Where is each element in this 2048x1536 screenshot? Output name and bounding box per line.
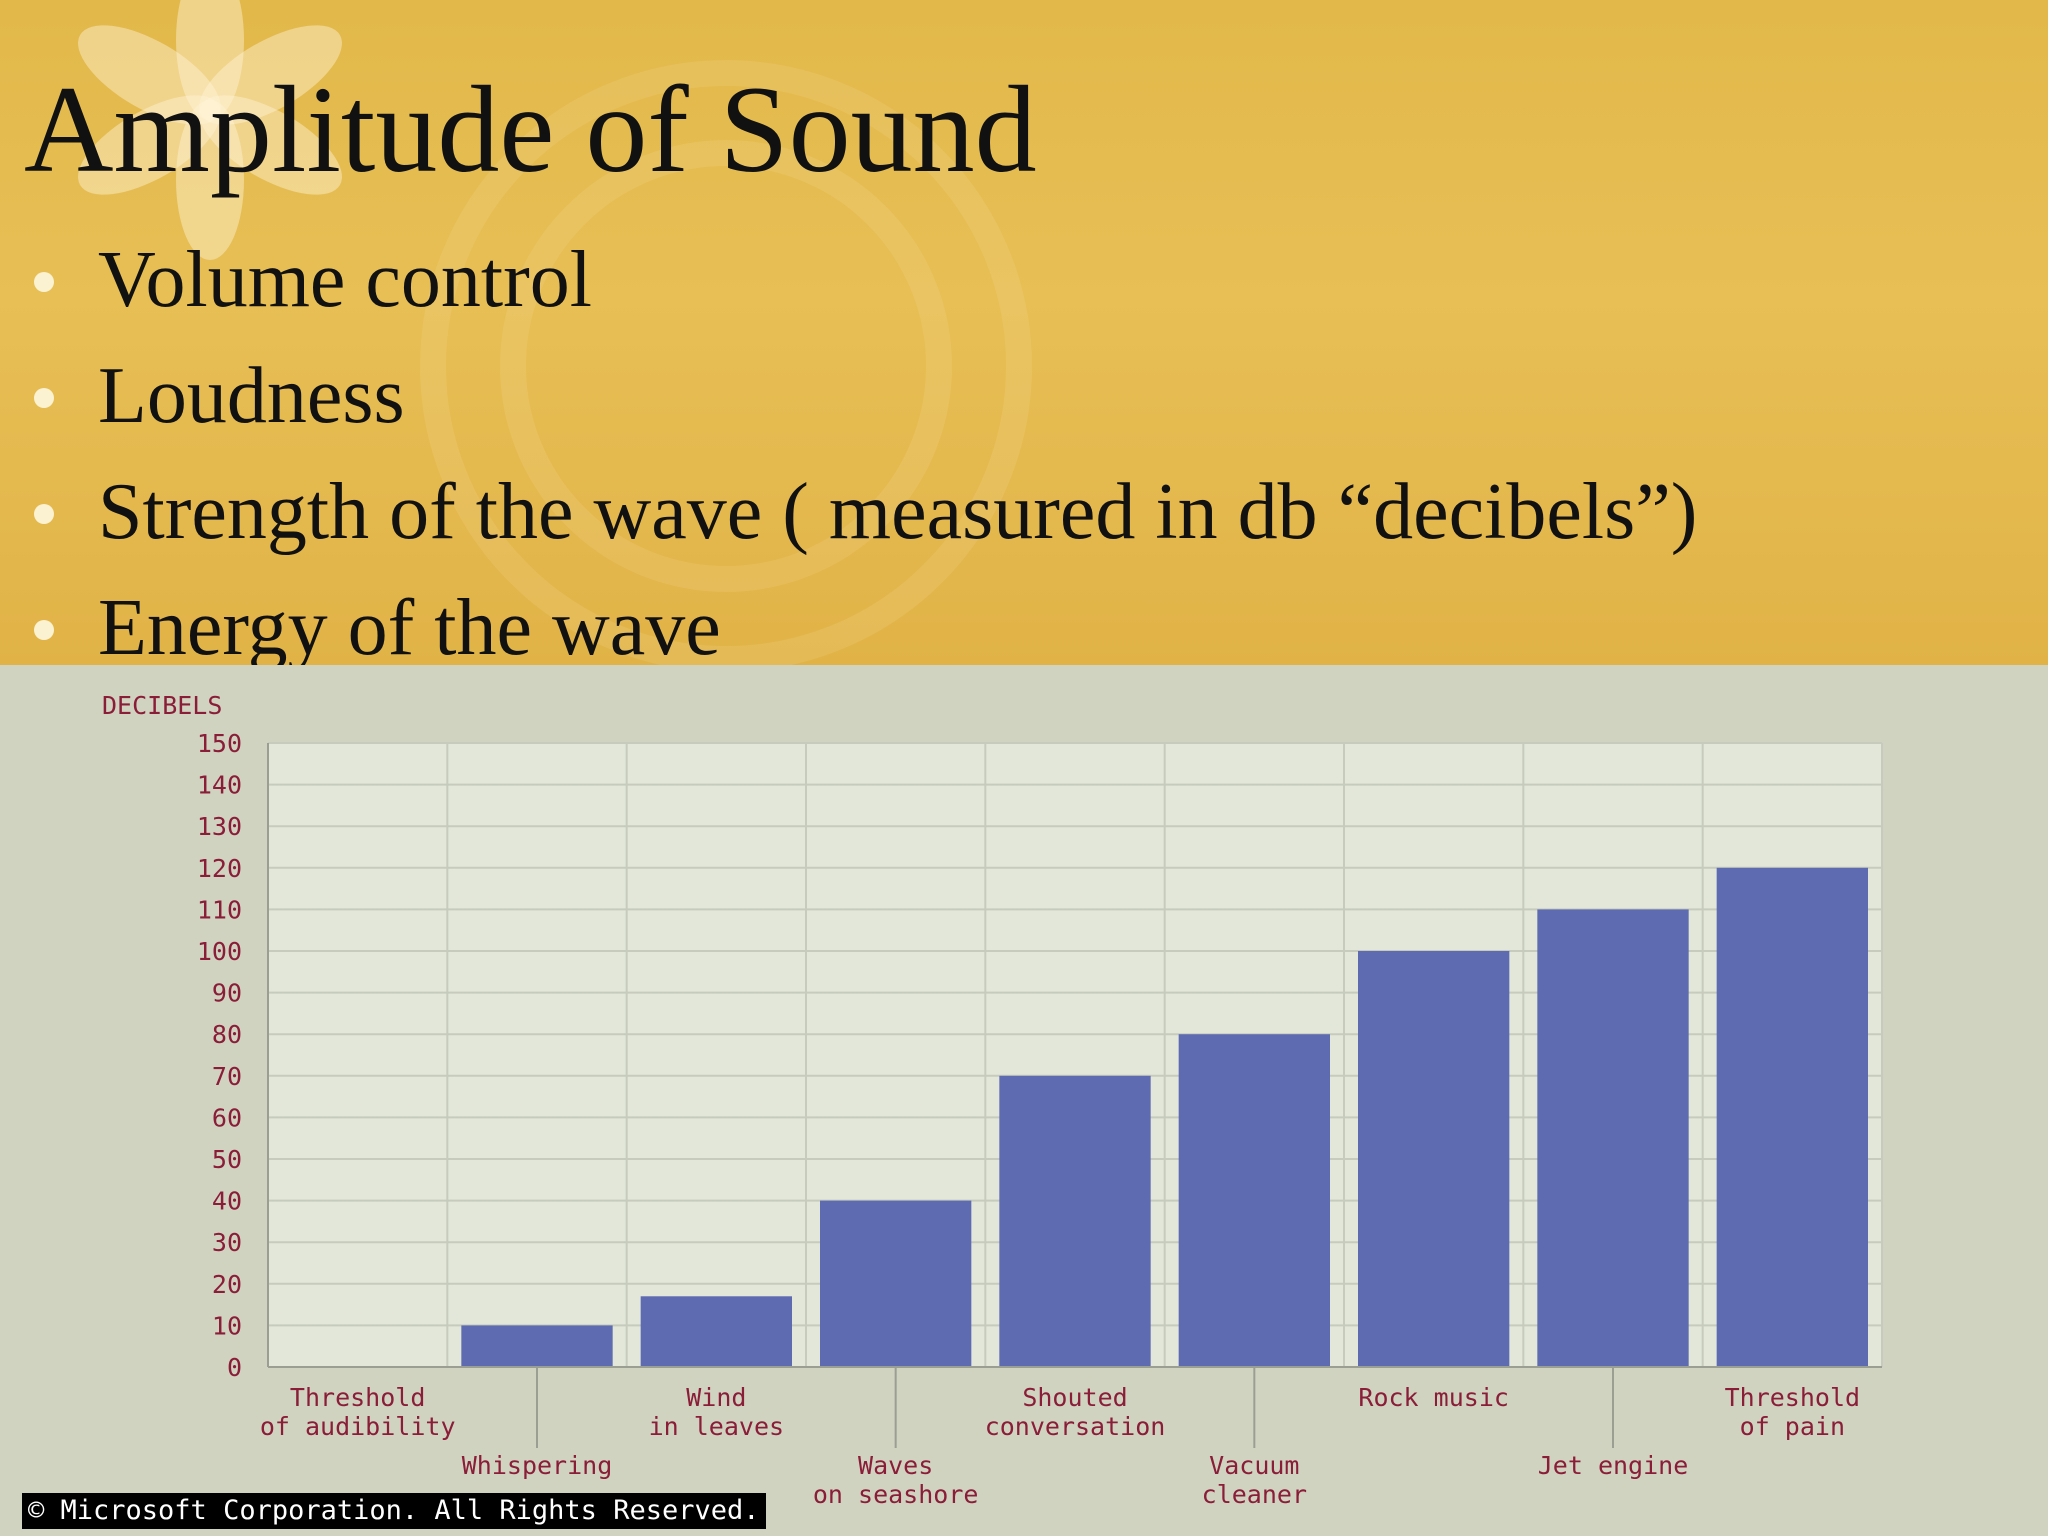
category-label: conversation (985, 1412, 1166, 1441)
bullet-text: Loudness (98, 352, 405, 440)
y-tick-label: 90 (212, 979, 242, 1008)
category-label: of audibility (260, 1412, 456, 1441)
y-tick-label: 100 (197, 937, 242, 966)
category-label: of pain (1740, 1412, 1845, 1441)
title-band (0, 0, 2048, 665)
bar (820, 1200, 972, 1367)
y-tick-label: 70 (212, 1062, 242, 1091)
bar (1537, 909, 1689, 1367)
bullet-dot-icon (34, 388, 54, 408)
bar (640, 1296, 792, 1367)
category-label: Vacuum (1209, 1451, 1299, 1480)
y-tick-label: 120 (197, 854, 242, 883)
flower-decoration-icon (78, 0, 342, 260)
bullet-dot-icon (34, 504, 54, 524)
category-label: Wind (686, 1383, 746, 1412)
category-label: Jet engine (1538, 1451, 1689, 1480)
bullet-dot-icon (34, 272, 54, 292)
bullet-text: Strength of the wave ( measured in db “d… (98, 468, 1698, 556)
slide-title: Amplitude of Sound (24, 61, 1037, 198)
y-tick-label: 130 (197, 812, 242, 841)
category-label: cleaner (1202, 1480, 1307, 1509)
y-tick-label: 0 (227, 1353, 242, 1382)
bullet-dot-icon (34, 620, 54, 640)
y-tick-label: 140 (197, 771, 242, 800)
category-label: Shouted (1022, 1383, 1127, 1412)
category-label: Threshold (290, 1383, 425, 1412)
bar (1358, 951, 1510, 1367)
bullet-text: Energy of the wave (98, 584, 721, 672)
category-label: Rock music (1358, 1383, 1509, 1412)
y-tick-label: 40 (212, 1187, 242, 1216)
bar (1178, 1034, 1330, 1367)
bullet-text: Volume control (98, 236, 593, 324)
category-label: in leaves (649, 1412, 784, 1441)
bar (461, 1325, 613, 1367)
y-axis-label: DECIBELS (102, 691, 222, 720)
y-tick-label: 80 (212, 1020, 242, 1049)
copyright-notice: © Microsoft Corporation. All Rights Rese… (22, 1493, 766, 1529)
category-label: Threshold (1725, 1383, 1860, 1412)
category-label: on seashore (813, 1480, 979, 1509)
bar (999, 1075, 1151, 1367)
y-tick-label: 60 (212, 1103, 242, 1132)
y-tick-label: 150 (197, 729, 242, 758)
bar (1716, 867, 1868, 1367)
category-label: Whispering (462, 1451, 613, 1480)
y-tick-label: 50 (212, 1145, 242, 1174)
y-tick-label: 20 (212, 1270, 242, 1299)
y-tick-label: 30 (212, 1228, 242, 1257)
category-label: Waves (858, 1451, 933, 1480)
y-tick-label: 10 (212, 1311, 242, 1340)
y-tick-label: 110 (197, 895, 242, 924)
